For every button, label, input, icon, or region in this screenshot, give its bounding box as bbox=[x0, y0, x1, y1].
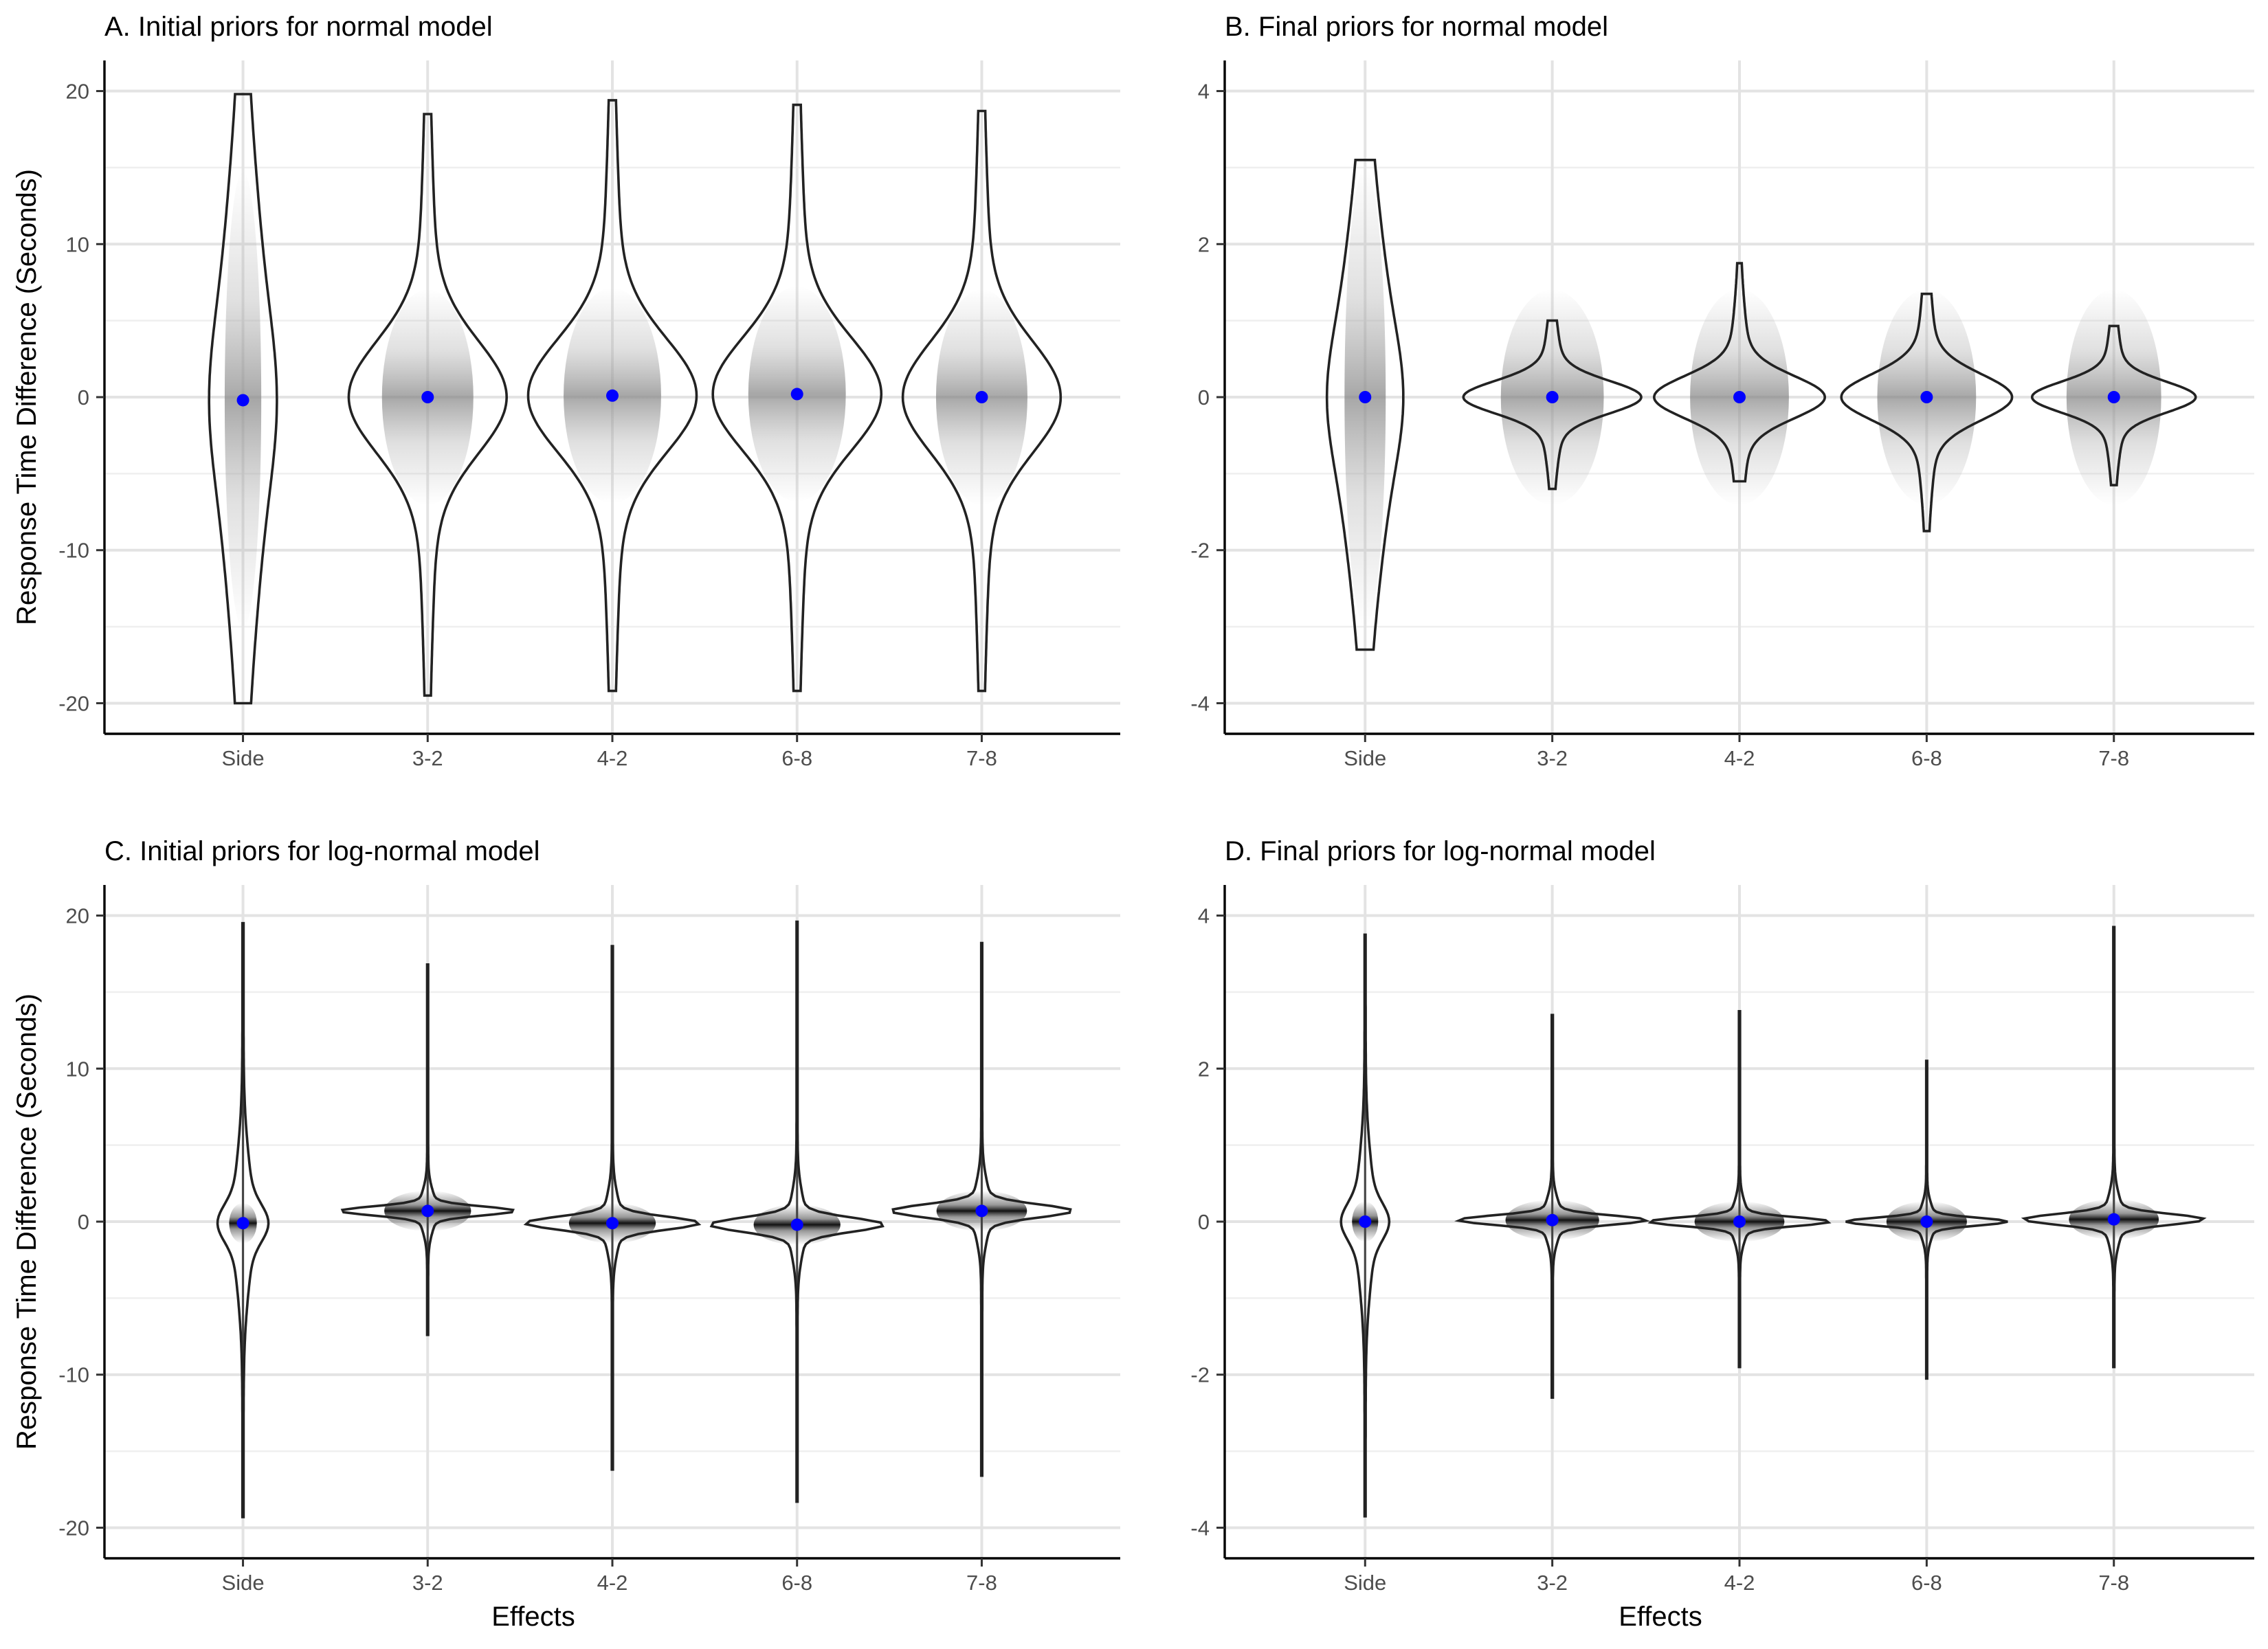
x-tick-label: 7-8 bbox=[966, 1571, 997, 1595]
y-tick-label: -20 bbox=[58, 1516, 89, 1540]
x-tick-label: 4-2 bbox=[597, 746, 628, 770]
x-tick-label: 6-8 bbox=[1911, 746, 1942, 770]
x-tick-label: 3-2 bbox=[412, 746, 443, 770]
mean-point-7-8 bbox=[975, 1204, 988, 1218]
violin-7-8 bbox=[901, 109, 1063, 693]
x-axis-label: Effects bbox=[491, 1602, 575, 1632]
violin-Side bbox=[208, 93, 278, 705]
x-tick-label: 3-2 bbox=[1537, 746, 1568, 770]
mean-point-3-2 bbox=[1546, 1213, 1559, 1226]
mean-point-4-2 bbox=[1733, 391, 1746, 403]
mean-point-7-8 bbox=[975, 391, 988, 403]
y-tick-label: 0 bbox=[78, 1210, 89, 1234]
mean-point-6-8 bbox=[790, 388, 803, 401]
panel-title: A. Initial priors for normal model bbox=[104, 12, 493, 42]
y-tick-label: -4 bbox=[1190, 1516, 1210, 1540]
panel-title: D. Final priors for log-normal model bbox=[1225, 836, 1656, 866]
y-tick-label: 10 bbox=[66, 1057, 89, 1081]
violin-7-8 bbox=[2031, 324, 2197, 486]
mean-point-7-8 bbox=[2107, 391, 2120, 403]
violin-Side bbox=[1339, 933, 1391, 1518]
x-tick-label: 6-8 bbox=[1911, 1571, 1942, 1595]
violin-3-2 bbox=[1462, 319, 1643, 491]
y-tick-label: 20 bbox=[66, 80, 89, 104]
mean-point-Side bbox=[1359, 391, 1372, 403]
x-tick-label: 7-8 bbox=[2098, 746, 2129, 770]
violin-4-2 bbox=[526, 99, 698, 693]
y-tick-label: 20 bbox=[66, 904, 89, 928]
panel-title: B. Final priors for normal model bbox=[1225, 12, 1608, 42]
mean-point-6-8 bbox=[1920, 391, 1933, 403]
violin-Side bbox=[1325, 159, 1405, 651]
mean-point-4-2 bbox=[606, 1217, 619, 1230]
mean-point-3-2 bbox=[421, 1204, 434, 1218]
violin-4-2 bbox=[1652, 262, 1827, 483]
violin-Side bbox=[216, 921, 270, 1518]
panel-c: -20 -10 0 10 20 Side 3-2 4-2 6-8 7-8 C. Initial pr… bbox=[12, 836, 1120, 1632]
y-tick-label: 0 bbox=[1198, 385, 1210, 410]
y-tick-label: 4 bbox=[1198, 80, 1210, 104]
y-tick-label: 0 bbox=[78, 385, 89, 410]
violin-6-8 bbox=[709, 920, 885, 1503]
mean-point-7-8 bbox=[2107, 1213, 2120, 1226]
y-tick-label: -10 bbox=[58, 539, 89, 563]
y-tick-label: -4 bbox=[1190, 691, 1210, 715]
y-tick-label: -2 bbox=[1190, 539, 1210, 563]
violin-6-8 bbox=[1845, 1059, 2008, 1380]
violin-3-2 bbox=[347, 113, 509, 697]
x-tick-label: Side bbox=[222, 1571, 265, 1595]
y-tick-label: 4 bbox=[1198, 904, 1210, 928]
x-tick-label: 3-2 bbox=[1537, 1571, 1568, 1595]
x-tick-label: 7-8 bbox=[2098, 1571, 2129, 1595]
mean-point-3-2 bbox=[421, 391, 434, 403]
mean-point-6-8 bbox=[1920, 1215, 1933, 1228]
mean-point-Side bbox=[236, 1217, 249, 1230]
y-tick-label: 10 bbox=[66, 232, 89, 256]
violin-4-2 bbox=[1647, 1010, 1832, 1369]
mean-point-4-2 bbox=[606, 389, 619, 402]
violin-6-8 bbox=[711, 103, 883, 693]
x-tick-label: 4-2 bbox=[597, 1571, 628, 1595]
y-tick-label: -2 bbox=[1190, 1363, 1210, 1387]
y-axis-label: Response Time Difference (Seconds) bbox=[12, 169, 42, 625]
y-tick-label: 2 bbox=[1198, 1057, 1210, 1081]
x-axis-label: Effects bbox=[1619, 1602, 1702, 1632]
violin-7-8 bbox=[891, 941, 1072, 1477]
x-tick-label: 7-8 bbox=[966, 746, 997, 770]
violin-3-2 bbox=[1454, 1013, 1651, 1399]
y-tick-label: 2 bbox=[1198, 232, 1210, 256]
x-tick-label: 4-2 bbox=[1724, 746, 1755, 770]
x-tick-label: 6-8 bbox=[781, 746, 812, 770]
panel-title: C. Initial priors for log-normal model bbox=[104, 836, 540, 866]
x-tick-label: Side bbox=[1344, 746, 1386, 770]
mean-point-6-8 bbox=[790, 1218, 803, 1231]
x-tick-label: Side bbox=[1344, 1571, 1386, 1595]
x-tick-label: 3-2 bbox=[412, 1571, 443, 1595]
x-tick-label: 4-2 bbox=[1724, 1571, 1755, 1595]
violin-3-2 bbox=[340, 963, 515, 1336]
y-tick-label: -10 bbox=[58, 1363, 89, 1387]
mean-point-Side bbox=[236, 394, 249, 407]
x-tick-label: Side bbox=[222, 746, 265, 770]
y-tick-label: -20 bbox=[58, 691, 89, 715]
x-tick-label: 6-8 bbox=[781, 1571, 812, 1595]
mean-point-3-2 bbox=[1546, 391, 1559, 403]
violin-7-8 bbox=[2021, 926, 2207, 1369]
y-tick-label: 0 bbox=[1198, 1210, 1210, 1234]
y-axis-label: Response Time Difference (Seconds) bbox=[12, 994, 42, 1450]
panel-b: -4 -2 0 2 4 Side 3-2 4-2 6-8 7-8 B. Final priors f… bbox=[1190, 12, 2254, 770]
violin-4-2 bbox=[523, 945, 702, 1471]
panel-a: -20 -10 0 10 20 Side 3-2 4-2 6-8 7-8 A. Initial pr… bbox=[12, 12, 1120, 770]
violin-6-8 bbox=[1840, 292, 2014, 532]
mean-point-4-2 bbox=[1733, 1215, 1746, 1228]
mean-point-Side bbox=[1359, 1215, 1372, 1228]
panel-d: -4 -2 0 2 4 Side 3-2 4-2 6-8 7-8 D. Final priors f… bbox=[1190, 836, 2254, 1632]
